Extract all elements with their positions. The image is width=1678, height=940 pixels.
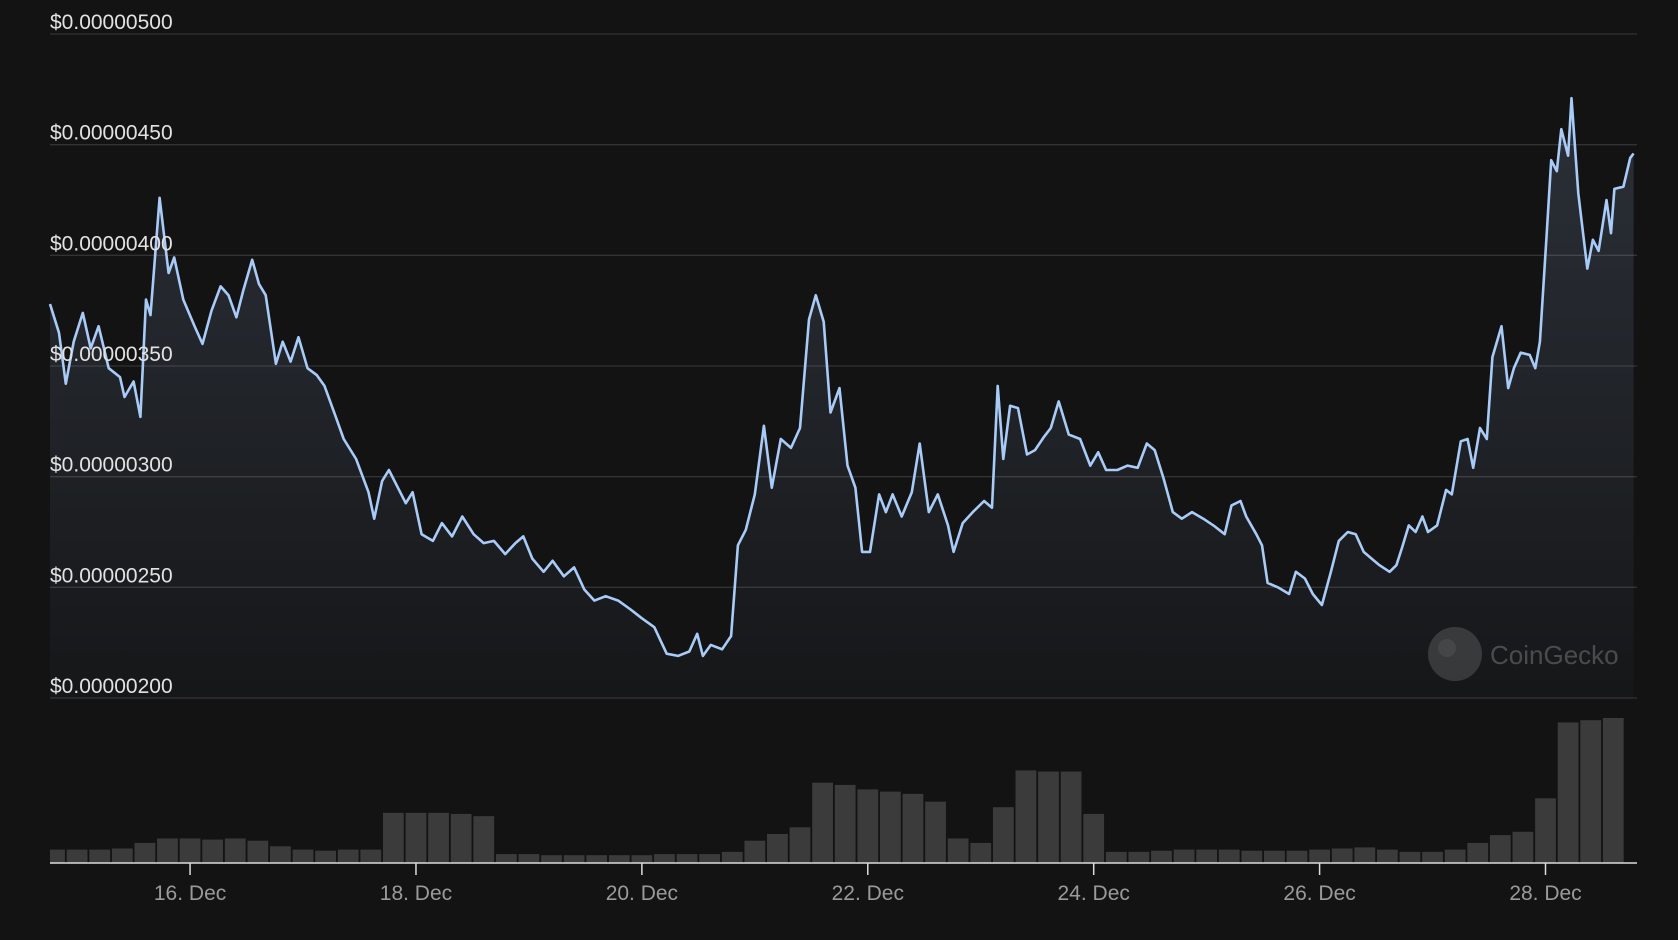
volume-bar bbox=[292, 849, 314, 863]
volume-bar bbox=[1128, 851, 1150, 863]
volume-bar bbox=[586, 855, 608, 863]
volume-bar bbox=[676, 854, 698, 863]
x-tick-label: 24. Dec bbox=[1058, 882, 1130, 905]
volume-bar bbox=[879, 791, 901, 863]
volume-bar bbox=[1512, 831, 1534, 863]
volume-bar bbox=[1196, 849, 1218, 863]
volume-bar bbox=[428, 812, 449, 863]
volume-bar bbox=[1105, 851, 1127, 863]
x-tick-label: 16. Dec bbox=[154, 882, 226, 905]
volume-bar bbox=[857, 789, 879, 863]
watermark-logo-eye bbox=[1438, 639, 1456, 657]
volume-bar bbox=[721, 851, 743, 863]
volume-bar bbox=[699, 854, 721, 863]
volume-bar bbox=[947, 838, 969, 863]
volume-bar bbox=[767, 834, 788, 863]
volume-bar bbox=[1241, 850, 1263, 863]
watermark-text: CoinGecko bbox=[1490, 640, 1619, 670]
x-tick-label: 22. Dec bbox=[832, 882, 904, 905]
y-tick-label: $0.00000250 bbox=[50, 564, 173, 587]
volume-bar bbox=[834, 784, 856, 863]
volume-bar bbox=[563, 855, 585, 863]
volume-bar bbox=[1535, 798, 1556, 863]
watermark-logo bbox=[1428, 627, 1482, 681]
volume-bar bbox=[541, 855, 562, 863]
volume-bar bbox=[1015, 770, 1037, 863]
volume-bar bbox=[1151, 850, 1172, 863]
volume-bar bbox=[1489, 835, 1511, 863]
volume-bar bbox=[315, 850, 336, 863]
volume-bar bbox=[1376, 849, 1398, 863]
volume-bar bbox=[247, 840, 269, 863]
volume-bar bbox=[337, 849, 359, 863]
volume bbox=[50, 718, 1624, 863]
y-tick-label: $0.00000400 bbox=[50, 232, 173, 255]
y-tick-label: $0.00000350 bbox=[50, 343, 173, 366]
volume-bar bbox=[360, 849, 382, 863]
volume-bar bbox=[157, 838, 178, 863]
price bbox=[48, 96, 1635, 698]
x-tick-label: 18. Dec bbox=[380, 882, 452, 905]
volume-bar bbox=[224, 838, 246, 863]
y-tick-label: $0.00000200 bbox=[50, 675, 173, 698]
volume-bar bbox=[202, 839, 224, 863]
x-tick-label: 26. Dec bbox=[1283, 882, 1355, 905]
volume-bar bbox=[1218, 849, 1240, 863]
volume-bar bbox=[1580, 720, 1602, 863]
y-tick-label: $0.00000500 bbox=[50, 11, 173, 34]
volume-bar bbox=[382, 812, 404, 863]
volume-bar bbox=[744, 840, 766, 863]
volume-bar bbox=[608, 855, 630, 863]
volume-bar bbox=[518, 854, 540, 863]
volume-bar bbox=[1399, 851, 1421, 863]
volume-bar bbox=[1422, 851, 1443, 863]
x-tick-label: 28. Dec bbox=[1509, 882, 1581, 905]
volume-bar bbox=[179, 838, 201, 863]
axis: $0.00000200 $0.00000250 $0.00000300 $0.0000… bbox=[50, 11, 1637, 905]
volume-bar bbox=[50, 849, 65, 863]
volume-bar bbox=[66, 849, 88, 863]
volume-bar bbox=[89, 849, 111, 863]
volume-bar bbox=[631, 855, 653, 863]
price-line bbox=[48, 96, 1635, 658]
volume-bar bbox=[1173, 849, 1195, 863]
volume-bar bbox=[450, 813, 472, 863]
volume-bar bbox=[111, 848, 133, 863]
volume-bar bbox=[1331, 848, 1353, 863]
x-tick-label: 20. Dec bbox=[606, 882, 678, 905]
volume-bar bbox=[1038, 771, 1059, 863]
volume-bar bbox=[902, 793, 924, 863]
volume-bar bbox=[970, 842, 992, 863]
volume-bar bbox=[473, 816, 495, 863]
volume-bar bbox=[992, 807, 1014, 863]
volume-bar bbox=[1060, 771, 1082, 863]
y-tick-label: $0.00000450 bbox=[50, 122, 173, 145]
volume-bar bbox=[812, 782, 833, 863]
volume-bar bbox=[405, 812, 427, 863]
volume-bar bbox=[1602, 718, 1624, 863]
volume-bar bbox=[1083, 813, 1105, 863]
y-tick-label: $0.00000300 bbox=[50, 454, 173, 477]
volume-bar bbox=[1354, 847, 1376, 863]
volume-bar bbox=[925, 801, 946, 863]
volume-bar bbox=[134, 842, 156, 863]
volume-bar bbox=[1264, 850, 1285, 863]
volume-bar bbox=[1557, 722, 1579, 863]
volume-bar bbox=[1467, 842, 1489, 863]
volume-bar bbox=[495, 854, 517, 863]
volume-bar bbox=[270, 846, 291, 863]
price-area bbox=[50, 98, 1634, 698]
volume-bar bbox=[654, 854, 675, 863]
volume-bar bbox=[1444, 849, 1466, 863]
volume-bar bbox=[1286, 850, 1308, 863]
volume-bar bbox=[789, 827, 811, 863]
watermark: CoinGecko bbox=[1428, 627, 1619, 681]
volume-bar bbox=[1309, 849, 1330, 863]
